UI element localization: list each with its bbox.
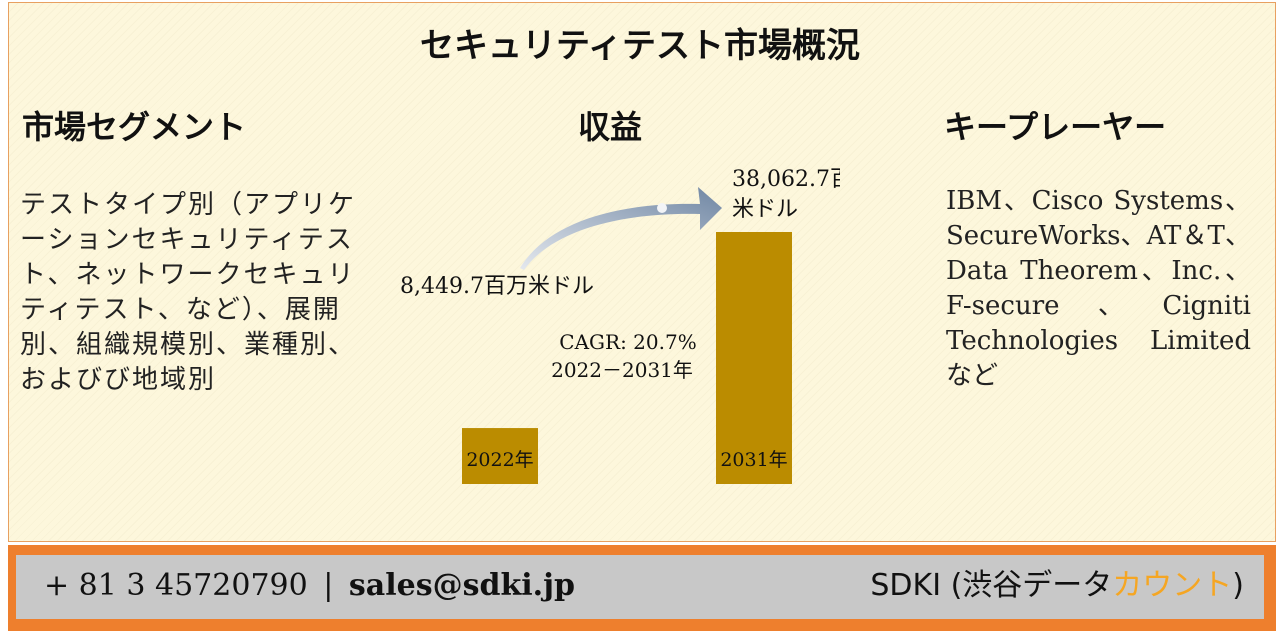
players-heading: キープレーヤー — [944, 108, 1167, 146]
players-text: IBM、Cisco Systems、SecureWorks、AT＆T、Data … — [946, 186, 1251, 391]
category-label-1: 2031年 — [720, 449, 787, 471]
page-title: セキュリティテスト市場概況 — [420, 26, 860, 66]
value-label-1-line-1: 米ドル — [732, 197, 798, 222]
brand-close: ) — [1232, 568, 1244, 603]
cagr-label: CAGR: 20.7% — [559, 330, 696, 354]
brand-main: SDKI (渋谷データ — [870, 568, 1113, 603]
content-panel — [8, 2, 1276, 542]
value-label-1-line-0: 38,062.7百万 — [732, 167, 840, 192]
footer-bar — [16, 555, 1264, 619]
segments-heading: 市場セグメント — [22, 108, 247, 146]
segments-text: テストタイプ別（アプリケーションセキュリティテスト、ネットワークセキュリティテス… — [20, 190, 357, 395]
contact-separator: | — [323, 568, 334, 603]
bar-0 — [462, 428, 538, 484]
brand-name: SDKI (渋谷データカウント) — [870, 560, 1244, 604]
arrow-dot — [657, 203, 667, 213]
period-label: 2022－2031年 — [551, 358, 693, 382]
category-label-0: 2022年 — [466, 449, 533, 471]
revenue-chart: 2022年 2031年 8,449.7百万米ドル 38,062.7百万米ドル CAGR… — [400, 167, 840, 484]
growth-arrow — [520, 187, 722, 270]
brand-accent: カウント — [1112, 568, 1233, 603]
bar-1 — [716, 232, 792, 484]
revenue-heading: 収益 — [578, 108, 643, 146]
phone-number[interactable]: + 81 3 45720790 — [44, 568, 308, 603]
contact-info: + 81 3 45720790 | sales@sdki.jp — [44, 568, 575, 603]
value-label-0: 8,449.7百万米ドル — [400, 274, 594, 299]
email-address[interactable]: sales@sdki.jp — [348, 568, 575, 603]
